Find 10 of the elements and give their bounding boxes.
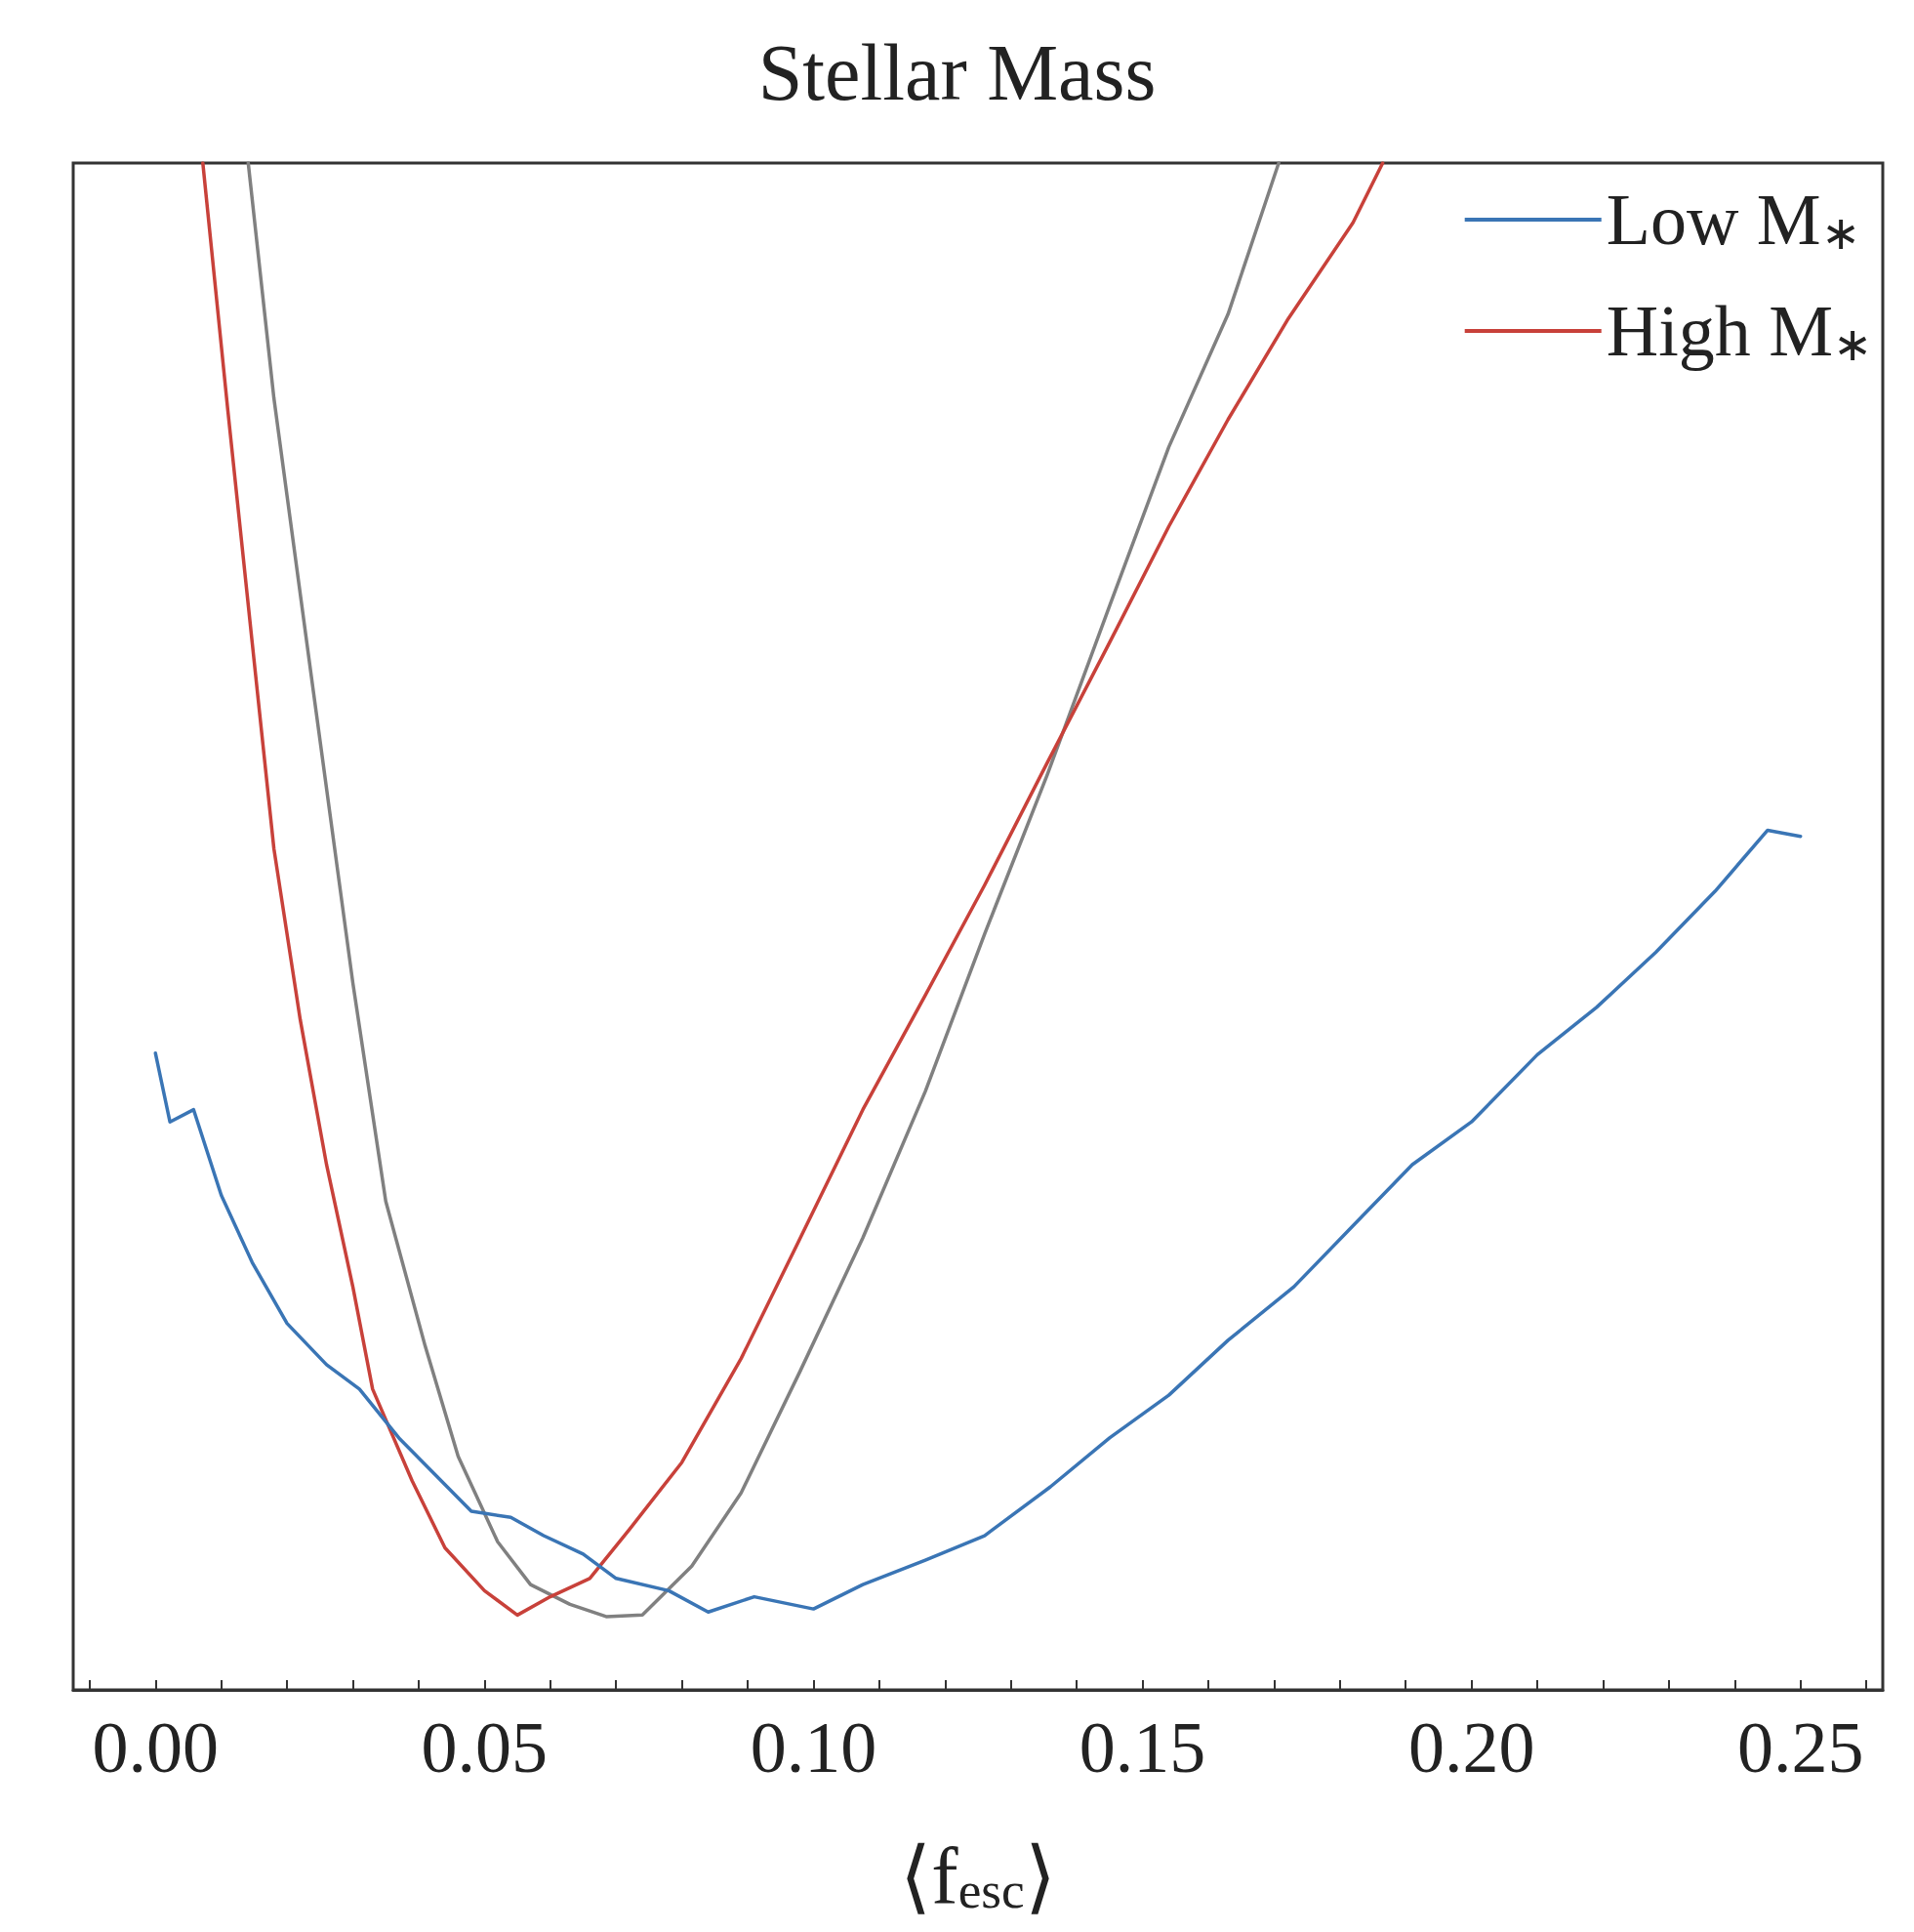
x-axis-title: ⟨fesc⟩ (900, 1831, 1056, 1921)
chart-title: Stellar Mass (757, 27, 1157, 117)
legend-label: Low M∗ (1606, 180, 1860, 260)
x-tick-label: 0.20 (1407, 1707, 1535, 1788)
x-tick-label: 0.25 (1736, 1707, 1864, 1788)
x-tick-label: 0.00 (92, 1707, 220, 1788)
x-tick-label: 0.15 (1079, 1707, 1206, 1788)
x-tick-label: 0.10 (750, 1707, 877, 1788)
x-tick-label: 0.05 (421, 1707, 549, 1788)
legend-label: High M∗ (1606, 291, 1872, 371)
